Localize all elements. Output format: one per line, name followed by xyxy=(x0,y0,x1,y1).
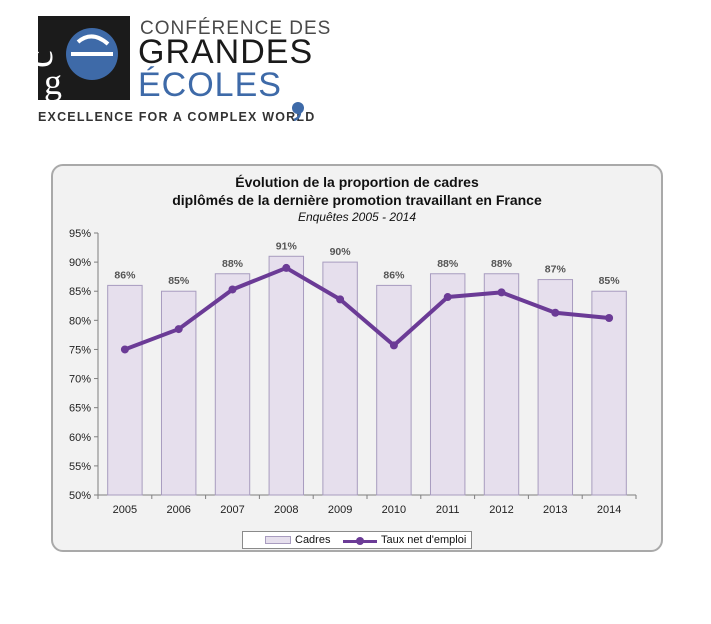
svg-text:g: g xyxy=(44,62,62,100)
chart-title-line-2: diplômés de la dernière promotion travai… xyxy=(172,192,542,208)
legend-label-cadres: Cadres xyxy=(295,534,331,546)
bar-data-label: 88% xyxy=(222,258,244,270)
bar-cadres-2008 xyxy=(268,255,305,496)
bar-cadres-2010 xyxy=(376,284,412,496)
line-taux-net-emploi xyxy=(124,265,610,352)
legend-swatch-bar xyxy=(265,536,291,544)
chart-subtitle: Enquêtes 2005 - 2014 xyxy=(297,210,417,224)
bar-data-label: 87% xyxy=(545,264,567,276)
y-tick-label: 70% xyxy=(69,374,91,386)
bar-cadres-2014 xyxy=(591,290,627,496)
logo-line-1: CONFÉRENCE DES xyxy=(140,18,332,39)
x-tick-label: 2005 xyxy=(113,504,137,516)
logo-tagline: EXCELLENCE FOR A COMPLEX WORLD xyxy=(38,110,316,124)
x-tick-label: 2014 xyxy=(597,504,621,516)
line-point-2014 xyxy=(605,314,614,323)
chart-panel: Évolution de la proportion de cadres dip… xyxy=(51,164,663,552)
y-tick-label: 80% xyxy=(69,315,91,327)
line-point-2010 xyxy=(389,341,398,350)
line-point-2012 xyxy=(497,288,506,297)
y-tick-label: 50% xyxy=(69,490,91,502)
line-point-2007 xyxy=(228,285,237,294)
bar-data-label: 91% xyxy=(276,240,298,252)
x-tick-label: 2008 xyxy=(274,504,298,516)
bar-data-label: 86% xyxy=(114,269,136,281)
line-point-2008 xyxy=(282,263,291,272)
chart-plot: 50% 55% 60% 65% 70% 75% 80% 85% 90% 95% 86% 2005 85%… xyxy=(69,228,637,516)
bar-cadres-2007 xyxy=(214,273,251,496)
y-tick-label: 55% xyxy=(69,461,91,473)
cge-logo: c g CONFÉRENCE DES GRANDES ÉCOLES EXCELL… xyxy=(38,16,330,126)
logo-line-2: GRANDES xyxy=(138,33,314,71)
chart-legend: Cadres Taux net d'emploi xyxy=(242,531,472,549)
x-tick-label: 2010 xyxy=(382,504,406,516)
bar-cadres-2012 xyxy=(483,273,520,496)
chart-title-line-1: Évolution de la proportion de cadres xyxy=(235,174,479,190)
legend-label-taux: Taux net d'emploi xyxy=(381,534,467,546)
svg-text:c: c xyxy=(38,50,61,68)
bar-cadres-2011 xyxy=(429,273,466,496)
legend-swatch-marker xyxy=(356,537,364,545)
y-tick-label: 95% xyxy=(69,228,91,240)
y-tick-label: 65% xyxy=(69,403,91,415)
line-point-2009 xyxy=(336,295,345,304)
bar-data-label: 85% xyxy=(599,275,621,287)
cge-monogram-icon: c g xyxy=(38,16,130,100)
line-point-2011 xyxy=(443,293,452,302)
logo-dot-icon xyxy=(292,102,304,121)
bar-data-label: 85% xyxy=(168,275,190,287)
y-tick-label: 75% xyxy=(69,344,91,356)
bar-data-label: 88% xyxy=(491,258,513,270)
line-point-2006 xyxy=(174,325,183,334)
bar-cadres-2005 xyxy=(107,284,143,496)
logo-line-3: ÉCOLES xyxy=(138,66,282,104)
y-tick-label: 60% xyxy=(69,432,91,444)
x-tick-label: 2007 xyxy=(220,504,244,516)
x-tick-label: 2012 xyxy=(489,504,513,516)
x-tick-label: 2011 xyxy=(436,504,460,516)
y-tick-label: 90% xyxy=(69,257,91,269)
line-point-2013 xyxy=(551,308,560,317)
bar-data-label: 88% xyxy=(437,258,459,270)
x-tick-label: 2009 xyxy=(328,504,352,516)
line-point-2005 xyxy=(120,345,129,354)
y-tick-label: 85% xyxy=(69,286,91,298)
x-tick-label: 2013 xyxy=(543,504,567,516)
x-tick-label: 2006 xyxy=(166,504,190,516)
bar-data-label: 90% xyxy=(330,246,352,258)
bar-data-label: 86% xyxy=(383,269,405,281)
